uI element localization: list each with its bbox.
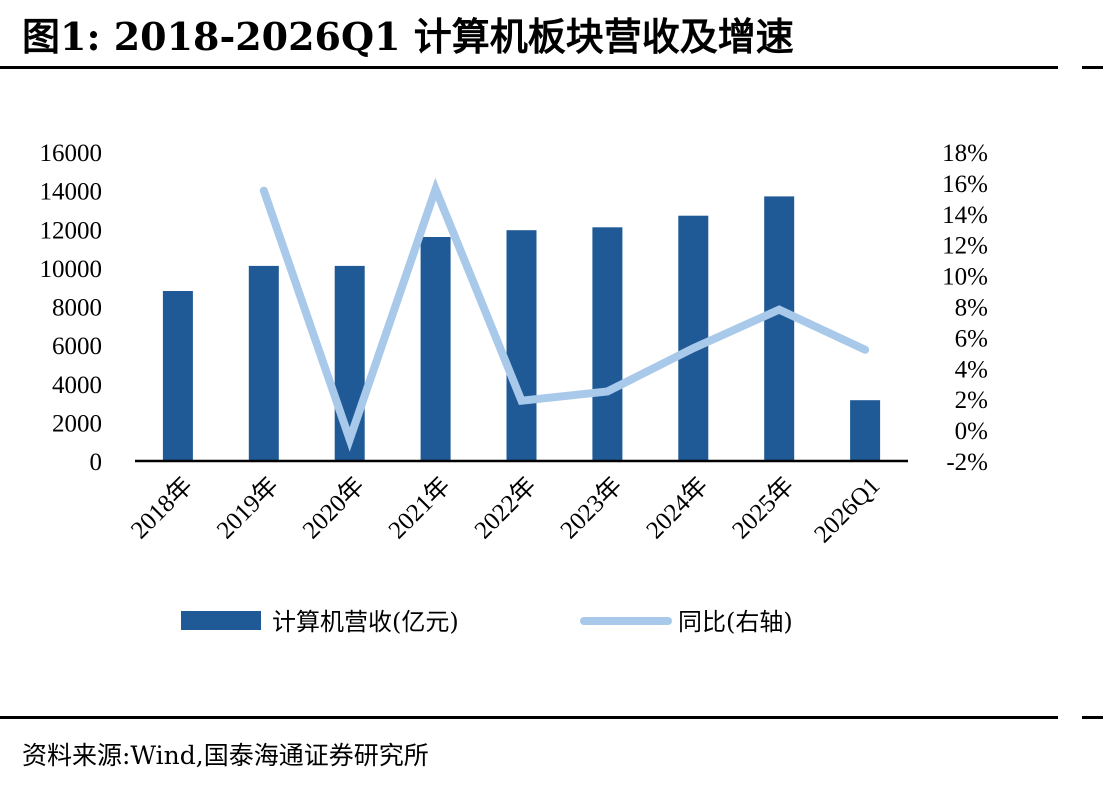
x-tick-label: 2019年 — [211, 471, 284, 544]
right-tick-label: 10% — [942, 264, 988, 291]
revenue-bars — [162, 196, 881, 461]
left-tick-label: 4000 — [52, 372, 102, 399]
x-tick-label: 2023年 — [555, 471, 628, 544]
bar-6 — [678, 215, 709, 461]
revenue-growth-chart: 0 2000 4000 6000 8000 10000 12000 14000 16000 -2… — [40, 140, 989, 636]
right-tick-label: 6% — [955, 325, 988, 352]
x-tick-label: 2020年 — [297, 471, 370, 544]
x-tick-label: 2026Q1 — [809, 472, 885, 548]
x-tick-label: 2024年 — [641, 471, 714, 544]
bar-3 — [420, 237, 451, 461]
top-rule — [0, 66, 1058, 69]
x-tick-label: 2022年 — [469, 471, 542, 544]
x-tick-label: 2025年 — [727, 471, 800, 544]
left-tick-label: 2000 — [52, 410, 102, 437]
legend-line-label: 同比(右轴) — [678, 608, 793, 636]
bar-4 — [506, 230, 537, 461]
chart-title: 图1: 2018-2026Q1 计算机板块营收及增速 — [22, 14, 794, 59]
source-note: 资料来源:Wind,国泰海通证券研究所 — [22, 741, 429, 770]
left-tick-label: 0 — [90, 449, 103, 476]
bar-5 — [592, 227, 623, 461]
growth-line — [259, 177, 870, 452]
bottom-rule — [0, 716, 1058, 719]
growth-line-layer — [259, 177, 870, 452]
bar-1 — [248, 265, 279, 461]
right-tick-label: 14% — [942, 202, 988, 229]
right-tick-label: 16% — [942, 171, 988, 198]
right-tick-label: 12% — [942, 233, 988, 260]
top-rule-right-stub — [1082, 66, 1103, 69]
left-tick-label: 14000 — [40, 179, 103, 206]
left-tick-label: 6000 — [52, 333, 102, 360]
left-tick-label: 10000 — [40, 256, 103, 283]
left-tick-label: 8000 — [52, 295, 102, 322]
right-tick-label: 0% — [955, 418, 988, 445]
legend: 计算机营收(亿元) 同比(右轴) — [181, 608, 793, 636]
right-tick-label: -2% — [946, 449, 988, 476]
right-axis-ticks: -2% 0% 2% 4% 6% 8% 10% 12% 14% 16% 18% — [942, 140, 988, 476]
right-tick-label: 8% — [955, 295, 988, 322]
right-tick-label: 4% — [955, 356, 988, 383]
left-axis-ticks: 0 2000 4000 6000 8000 10000 12000 14000 16000 — [40, 140, 103, 476]
right-tick-label: 18% — [942, 140, 988, 167]
x-tick-label: 2018年 — [125, 471, 198, 544]
legend-bar-label: 计算机营收(亿元) — [272, 608, 459, 636]
bar-8 — [850, 400, 881, 461]
x-axis-ticks: 2018年 2019年 2020年 2021年 2022年 2023年 2024年 2025年… — [125, 471, 885, 548]
x-tick-label: 2021年 — [383, 471, 456, 544]
right-tick-label: 2% — [955, 387, 988, 414]
bottom-rule-right-stub — [1082, 716, 1103, 719]
legend-bar-swatch — [181, 611, 261, 630]
bar-0 — [162, 291, 193, 461]
bar-7 — [764, 196, 795, 461]
left-tick-label: 16000 — [40, 140, 103, 167]
left-tick-label: 12000 — [40, 217, 103, 244]
